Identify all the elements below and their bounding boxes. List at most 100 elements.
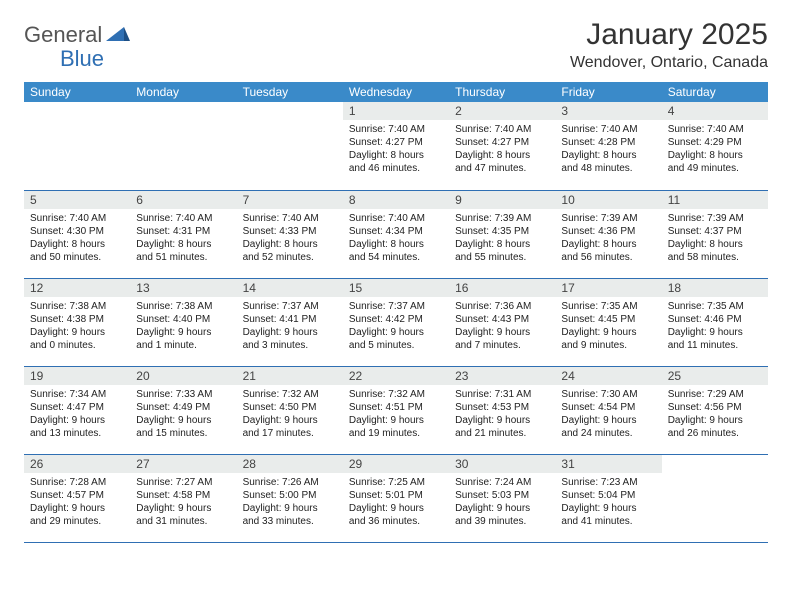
location-text: Wendover, Ontario, Canada: [570, 54, 768, 72]
calendar-cell: 23Sunrise: 7:31 AMSunset: 4:53 PMDayligh…: [449, 366, 555, 454]
calendar-cell: 2Sunrise: 7:40 AMSunset: 4:27 PMDaylight…: [449, 102, 555, 190]
calendar-cell: 25Sunrise: 7:29 AMSunset: 4:56 PMDayligh…: [662, 366, 768, 454]
calendar-cell: 9Sunrise: 7:39 AMSunset: 4:35 PMDaylight…: [449, 190, 555, 278]
day-number: 27: [130, 455, 236, 473]
day-number: 31: [555, 455, 661, 473]
calendar-cell: 11Sunrise: 7:39 AMSunset: 4:37 PMDayligh…: [662, 190, 768, 278]
day-number: 10: [555, 191, 661, 209]
day-body: Sunrise: 7:40 AMSunset: 4:30 PMDaylight:…: [24, 209, 130, 268]
day-body: Sunrise: 7:39 AMSunset: 4:37 PMDaylight:…: [662, 209, 768, 268]
day-body: Sunrise: 7:33 AMSunset: 4:49 PMDaylight:…: [130, 385, 236, 444]
calendar-cell: 24Sunrise: 7:30 AMSunset: 4:54 PMDayligh…: [555, 366, 661, 454]
day-number: 14: [237, 279, 343, 297]
calendar-cell: 15Sunrise: 7:37 AMSunset: 4:42 PMDayligh…: [343, 278, 449, 366]
day-body: Sunrise: 7:29 AMSunset: 4:56 PMDaylight:…: [662, 385, 768, 444]
calendar-row: 5Sunrise: 7:40 AMSunset: 4:30 PMDaylight…: [24, 190, 768, 278]
day-number: 7: [237, 191, 343, 209]
calendar-cell: 17Sunrise: 7:35 AMSunset: 4:45 PMDayligh…: [555, 278, 661, 366]
day-number: 25: [662, 367, 768, 385]
day-body: Sunrise: 7:40 AMSunset: 4:27 PMDaylight:…: [343, 120, 449, 179]
day-body: Sunrise: 7:24 AMSunset: 5:03 PMDaylight:…: [449, 473, 555, 532]
day-number: 17: [555, 279, 661, 297]
calendar-row: 1Sunrise: 7:40 AMSunset: 4:27 PMDaylight…: [24, 102, 768, 190]
calendar-cell-empty: [662, 454, 768, 542]
day-body: Sunrise: 7:38 AMSunset: 4:38 PMDaylight:…: [24, 297, 130, 356]
brand-blue: Blue: [60, 46, 104, 72]
calendar-cell: 20Sunrise: 7:33 AMSunset: 4:49 PMDayligh…: [130, 366, 236, 454]
day-number: 29: [343, 455, 449, 473]
day-number: 1: [343, 102, 449, 120]
calendar-row: 12Sunrise: 7:38 AMSunset: 4:38 PMDayligh…: [24, 278, 768, 366]
calendar-cell: 10Sunrise: 7:39 AMSunset: 4:36 PMDayligh…: [555, 190, 661, 278]
weekday-header: Thursday: [449, 82, 555, 102]
calendar-cell: 16Sunrise: 7:36 AMSunset: 4:43 PMDayligh…: [449, 278, 555, 366]
day-body: Sunrise: 7:40 AMSunset: 4:34 PMDaylight:…: [343, 209, 449, 268]
calendar-cell-empty: [24, 102, 130, 190]
calendar-cell: 22Sunrise: 7:32 AMSunset: 4:51 PMDayligh…: [343, 366, 449, 454]
calendar-cell: 8Sunrise: 7:40 AMSunset: 4:34 PMDaylight…: [343, 190, 449, 278]
weekday-header: Monday: [130, 82, 236, 102]
calendar-head: SundayMondayTuesdayWednesdayThursdayFrid…: [24, 82, 768, 102]
day-body: Sunrise: 7:25 AMSunset: 5:01 PMDaylight:…: [343, 473, 449, 532]
calendar-cell: 3Sunrise: 7:40 AMSunset: 4:28 PMDaylight…: [555, 102, 661, 190]
day-body: Sunrise: 7:36 AMSunset: 4:43 PMDaylight:…: [449, 297, 555, 356]
day-number: 2: [449, 102, 555, 120]
day-number: 8: [343, 191, 449, 209]
day-body: Sunrise: 7:38 AMSunset: 4:40 PMDaylight:…: [130, 297, 236, 356]
calendar-cell: 18Sunrise: 7:35 AMSunset: 4:46 PMDayligh…: [662, 278, 768, 366]
day-number: 20: [130, 367, 236, 385]
day-body: Sunrise: 7:39 AMSunset: 4:36 PMDaylight:…: [555, 209, 661, 268]
day-body: Sunrise: 7:40 AMSunset: 4:28 PMDaylight:…: [555, 120, 661, 179]
day-number: 28: [237, 455, 343, 473]
calendar-cell: 19Sunrise: 7:34 AMSunset: 4:47 PMDayligh…: [24, 366, 130, 454]
day-number: 22: [343, 367, 449, 385]
day-body: Sunrise: 7:30 AMSunset: 4:54 PMDaylight:…: [555, 385, 661, 444]
day-body: Sunrise: 7:28 AMSunset: 4:57 PMDaylight:…: [24, 473, 130, 532]
calendar-cell: 30Sunrise: 7:24 AMSunset: 5:03 PMDayligh…: [449, 454, 555, 542]
day-body: Sunrise: 7:32 AMSunset: 4:51 PMDaylight:…: [343, 385, 449, 444]
day-number: 9: [449, 191, 555, 209]
day-number: 3: [555, 102, 661, 120]
day-body: Sunrise: 7:34 AMSunset: 4:47 PMDaylight:…: [24, 385, 130, 444]
calendar-cell-empty: [130, 102, 236, 190]
calendar-cell: 29Sunrise: 7:25 AMSunset: 5:01 PMDayligh…: [343, 454, 449, 542]
day-body: Sunrise: 7:23 AMSunset: 5:04 PMDaylight:…: [555, 473, 661, 532]
day-body: Sunrise: 7:32 AMSunset: 4:50 PMDaylight:…: [237, 385, 343, 444]
day-number: 13: [130, 279, 236, 297]
day-body: Sunrise: 7:35 AMSunset: 4:46 PMDaylight:…: [662, 297, 768, 356]
calendar-cell-empty: [237, 102, 343, 190]
day-number: 12: [24, 279, 130, 297]
calendar-table: SundayMondayTuesdayWednesdayThursdayFrid…: [24, 82, 768, 543]
weekday-header: Wednesday: [343, 82, 449, 102]
calendar-cell: 28Sunrise: 7:26 AMSunset: 5:00 PMDayligh…: [237, 454, 343, 542]
day-number: 30: [449, 455, 555, 473]
day-body: Sunrise: 7:35 AMSunset: 4:45 PMDaylight:…: [555, 297, 661, 356]
calendar-cell: 27Sunrise: 7:27 AMSunset: 4:58 PMDayligh…: [130, 454, 236, 542]
calendar-cell: 31Sunrise: 7:23 AMSunset: 5:04 PMDayligh…: [555, 454, 661, 542]
calendar-cell: 13Sunrise: 7:38 AMSunset: 4:40 PMDayligh…: [130, 278, 236, 366]
calendar-cell: 7Sunrise: 7:40 AMSunset: 4:33 PMDaylight…: [237, 190, 343, 278]
calendar-cell: 6Sunrise: 7:40 AMSunset: 4:31 PMDaylight…: [130, 190, 236, 278]
day-body: Sunrise: 7:37 AMSunset: 4:41 PMDaylight:…: [237, 297, 343, 356]
brand-general: General: [24, 22, 102, 48]
day-number: 26: [24, 455, 130, 473]
calendar-cell: 14Sunrise: 7:37 AMSunset: 4:41 PMDayligh…: [237, 278, 343, 366]
calendar-cell: 1Sunrise: 7:40 AMSunset: 4:27 PMDaylight…: [343, 102, 449, 190]
calendar-cell: 12Sunrise: 7:38 AMSunset: 4:38 PMDayligh…: [24, 278, 130, 366]
weekday-header: Sunday: [24, 82, 130, 102]
day-number: 6: [130, 191, 236, 209]
day-body: Sunrise: 7:26 AMSunset: 5:00 PMDaylight:…: [237, 473, 343, 532]
day-number: 18: [662, 279, 768, 297]
weekday-header: Tuesday: [237, 82, 343, 102]
calendar-cell: 4Sunrise: 7:40 AMSunset: 4:29 PMDaylight…: [662, 102, 768, 190]
day-number: 19: [24, 367, 130, 385]
day-number: 24: [555, 367, 661, 385]
day-number: 21: [237, 367, 343, 385]
day-number: 16: [449, 279, 555, 297]
day-number: 4: [662, 102, 768, 120]
weekday-header: Friday: [555, 82, 661, 102]
brand-logo: General: [24, 22, 132, 48]
day-body: Sunrise: 7:37 AMSunset: 4:42 PMDaylight:…: [343, 297, 449, 356]
title-block: January 2025 Wendover, Ontario, Canada: [570, 18, 768, 72]
day-number: 15: [343, 279, 449, 297]
